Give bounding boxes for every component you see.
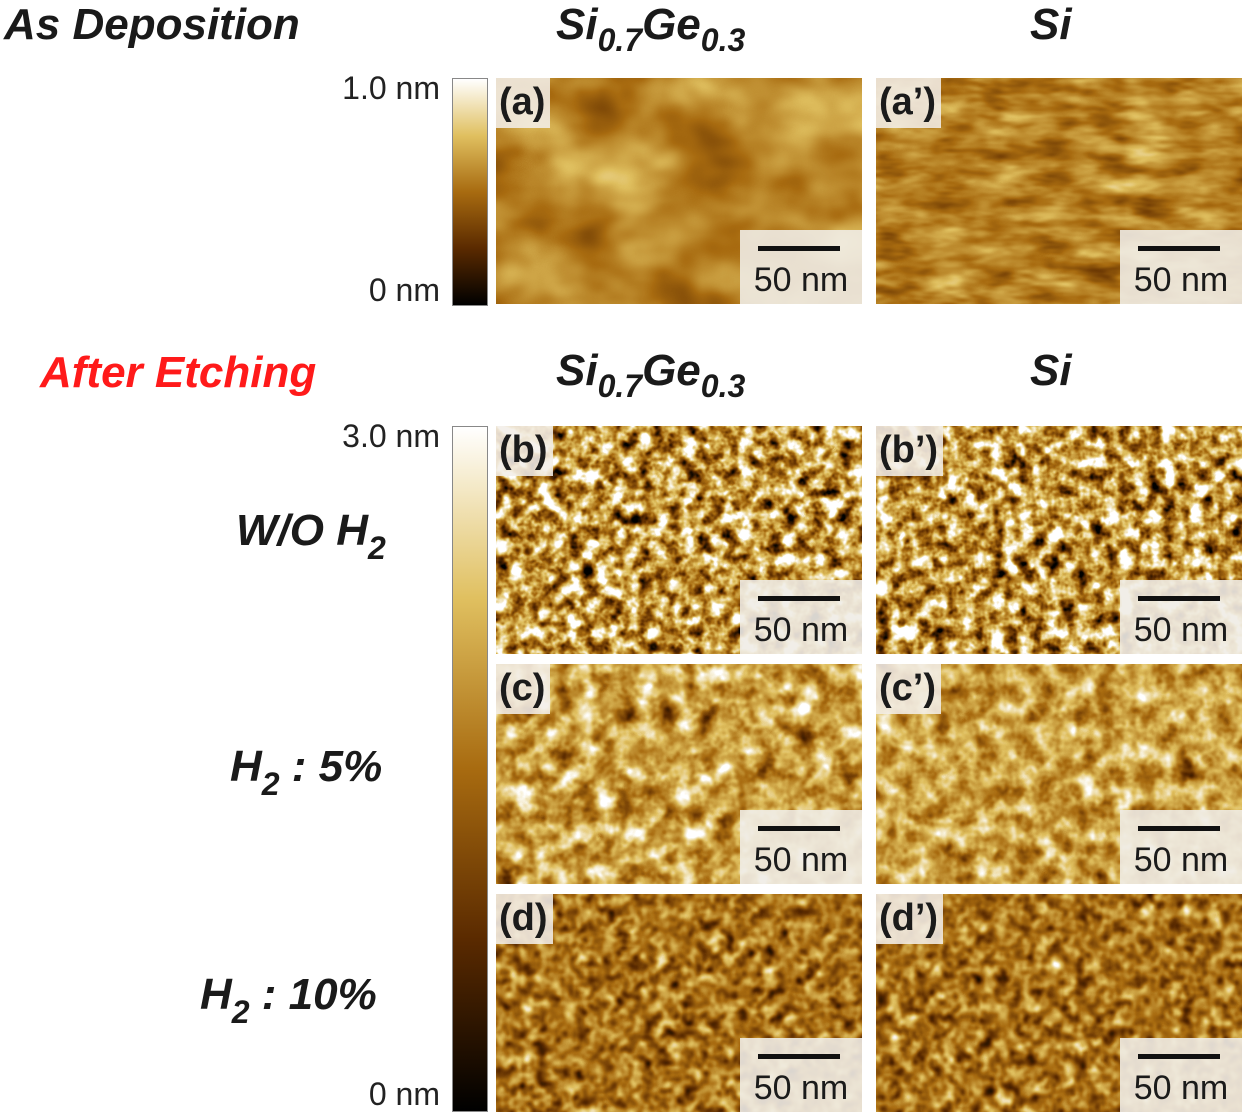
colorbar-top <box>452 78 488 306</box>
afm-panel-a: (a) 50 nm <box>496 78 862 304</box>
scale-bar: 50 nm <box>1120 580 1242 654</box>
colorbar-bottom-max-label: 3.0 nm <box>342 418 440 454</box>
afm-panel-c: (c) 50 nm <box>496 664 862 884</box>
panel-label: (a) <box>496 78 551 128</box>
panel-label: (b) <box>496 426 553 476</box>
panel-label: (c’) <box>876 664 941 714</box>
row-label-without-h2: W/O H2 <box>236 506 386 566</box>
column-heading-si-bottom: Si <box>1030 346 1072 395</box>
scale-bar: 50 nm <box>740 1038 862 1112</box>
scale-bar: 50 nm <box>1120 230 1242 304</box>
afm-panel-b: (b) 50 nm <box>496 426 862 654</box>
scale-bar: 50 nm <box>740 230 862 304</box>
panel-label: (a’) <box>876 78 941 128</box>
after-etching-heading: After Etching <box>40 348 317 397</box>
afm-panel-a-prime: (a’) 50 nm <box>876 78 1242 304</box>
column-heading-sige-bottom: Si0.7Ge0.3 <box>556 346 746 404</box>
panel-label: (c) <box>496 664 551 714</box>
row-label-h2-5: H2 : 5% <box>230 742 383 802</box>
scale-bar: 50 nm <box>740 810 862 884</box>
panel-label: (d) <box>496 894 553 944</box>
afm-panel-c-prime: (c’) 50 nm <box>876 664 1242 884</box>
column-heading-sige-top: Si0.7Ge0.3 <box>556 0 746 58</box>
colorbar-bottom <box>452 426 488 1112</box>
scale-bar: 50 nm <box>740 580 862 654</box>
panel-label: (d’) <box>876 894 944 944</box>
afm-panel-d-prime: (d’) 50 nm <box>876 894 1242 1112</box>
afm-panel-b-prime: (b’) 50 nm <box>876 426 1242 654</box>
scale-bar: 50 nm <box>1120 810 1242 884</box>
scale-bar: 50 nm <box>1120 1038 1242 1112</box>
colorbar-bottom-min-label: 0 nm <box>368 1076 440 1112</box>
column-heading-si-top: Si <box>1030 0 1072 49</box>
colorbar-top-max-label: 1.0 nm <box>342 70 440 106</box>
panel-label: (b’) <box>876 426 944 476</box>
row-label-h2-10: H2 : 10% <box>200 970 377 1030</box>
colorbar-top-min-label: 0 nm <box>368 272 440 308</box>
afm-panel-d: (d) 50 nm <box>496 894 862 1112</box>
as-deposition-heading: As Deposition <box>4 0 300 49</box>
